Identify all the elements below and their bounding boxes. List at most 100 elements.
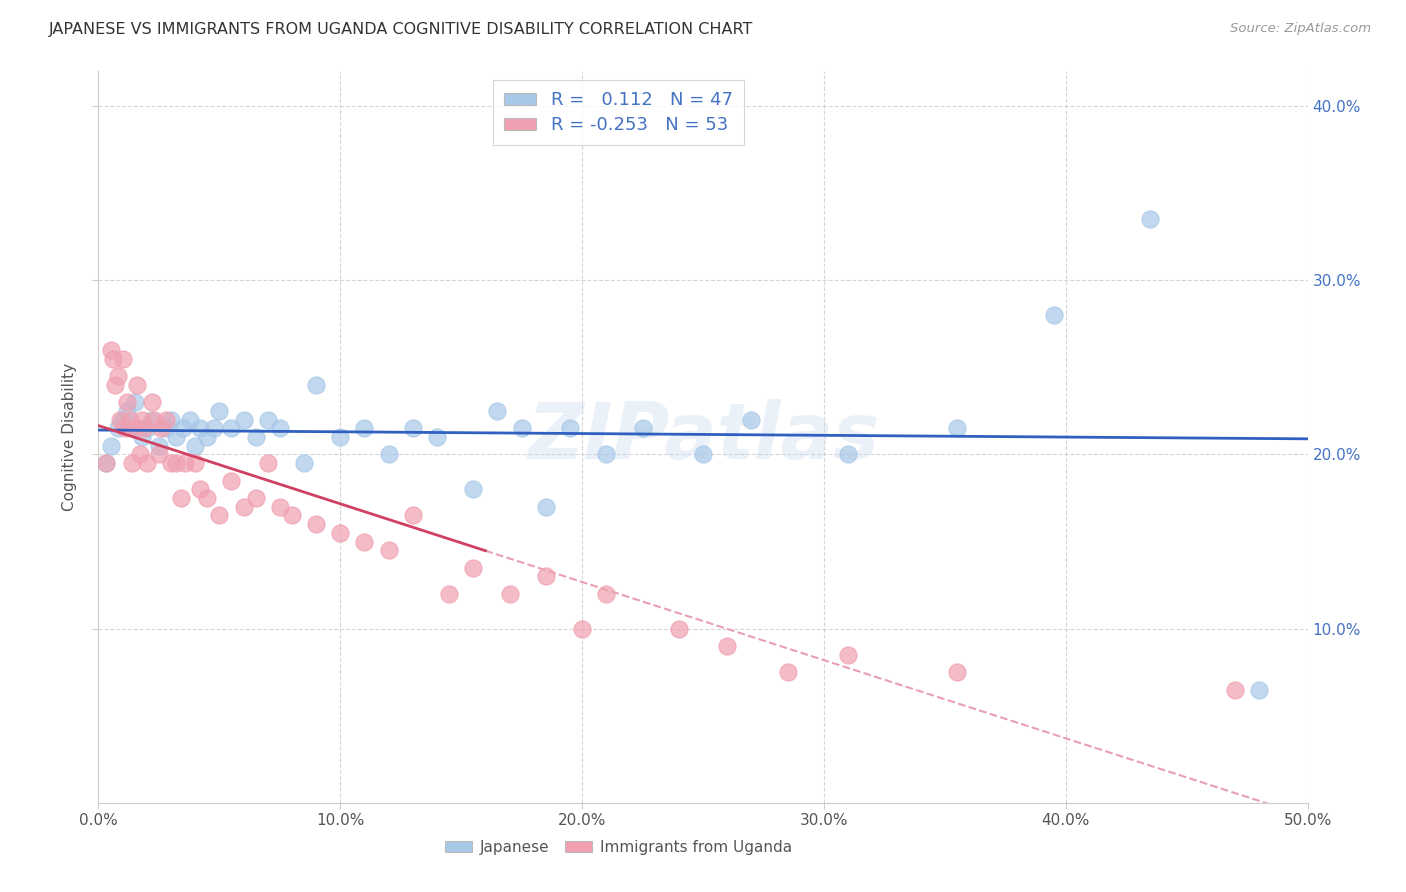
Point (463, 483, 485, 497)
Point (1249, 682, 1271, 697)
Point (117, 395, 139, 409)
Point (437, 587, 460, 601)
Point (221, 421, 243, 435)
Point (111, 412, 134, 426)
Point (305, 517, 328, 532)
Point (692, 448, 714, 462)
Point (269, 500, 291, 514)
Point (179, 412, 201, 426)
Point (631, 421, 654, 435)
Point (402, 508, 425, 523)
Point (165, 430, 187, 444)
Text: Source: ZipAtlas.com: Source: ZipAtlas.com (1230, 22, 1371, 36)
Point (100, 439, 122, 453)
Point (776, 665, 799, 680)
Point (114, 421, 136, 435)
Point (232, 412, 254, 426)
Point (160, 412, 183, 426)
Point (184, 456, 207, 470)
Point (155, 421, 177, 435)
Point (141, 395, 163, 409)
Point (281, 508, 304, 523)
Point (946, 421, 969, 435)
Legend: Japanese, Immigrants from Uganda: Japanese, Immigrants from Uganda (439, 834, 799, 861)
Point (155, 412, 177, 426)
Point (107, 421, 129, 435)
Point (172, 421, 194, 435)
Point (94, 456, 117, 470)
Point (232, 500, 254, 514)
Point (946, 665, 969, 680)
Point (128, 448, 150, 462)
Point (195, 491, 218, 505)
Point (510, 421, 533, 435)
Point (1223, 682, 1246, 697)
Point (127, 377, 149, 392)
Point (402, 421, 425, 435)
Point (134, 421, 156, 435)
Point (245, 430, 267, 444)
Point (141, 412, 163, 426)
Point (486, 404, 509, 418)
Point (104, 377, 127, 392)
Point (124, 421, 146, 435)
Point (101, 351, 124, 366)
Point (108, 412, 131, 426)
Point (426, 430, 449, 444)
Point (534, 569, 557, 583)
Point (571, 622, 593, 636)
Point (269, 421, 291, 435)
Point (221, 474, 243, 488)
Point (188, 421, 211, 435)
Point (107, 369, 129, 384)
Point (160, 456, 183, 470)
Point (740, 412, 762, 426)
Point (124, 421, 146, 435)
Point (256, 412, 278, 426)
Point (204, 421, 226, 435)
Point (118, 412, 141, 426)
Point (94, 456, 117, 470)
Point (837, 448, 859, 462)
Point (195, 430, 218, 444)
Point (245, 491, 267, 505)
Point (184, 439, 207, 453)
Point (208, 508, 231, 523)
Point (111, 351, 134, 366)
Point (121, 456, 143, 470)
Point (353, 421, 375, 435)
Point (208, 404, 231, 418)
Point (165, 456, 187, 470)
Point (668, 622, 690, 636)
Point (353, 534, 375, 549)
Point (534, 500, 557, 514)
Point (595, 448, 617, 462)
Text: ZIPatlas: ZIPatlas (527, 399, 879, 475)
Point (305, 377, 328, 392)
Y-axis label: Cognitive Disability: Cognitive Disability (62, 363, 77, 511)
Point (169, 491, 191, 505)
Point (148, 448, 170, 462)
Point (100, 343, 122, 357)
Point (498, 587, 520, 601)
Point (148, 439, 170, 453)
Text: JAPANESE VS IMMIGRANTS FROM UGANDA COGNITIVE DISABILITY CORRELATION CHART: JAPANESE VS IMMIGRANTS FROM UGANDA COGNI… (49, 22, 754, 37)
Point (595, 587, 617, 601)
Point (329, 525, 352, 540)
Point (463, 560, 485, 574)
Point (188, 483, 211, 497)
Point (558, 421, 581, 435)
Point (135, 421, 157, 435)
Point (1042, 308, 1064, 322)
Point (174, 456, 197, 470)
Point (377, 543, 399, 558)
Point (1139, 212, 1161, 227)
Point (117, 404, 139, 418)
Point (131, 412, 153, 426)
Point (143, 412, 166, 426)
Point (329, 430, 352, 444)
Point (377, 448, 399, 462)
Point (135, 456, 157, 470)
Point (124, 395, 146, 409)
Point (292, 456, 315, 470)
